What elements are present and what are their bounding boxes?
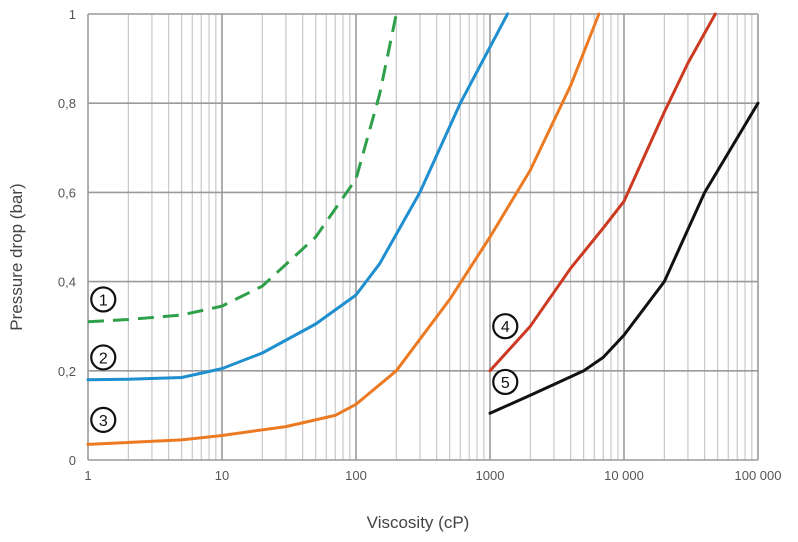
x-tick-label: 1 (84, 468, 91, 483)
series-line-3 (86, 12, 601, 446)
series-marker-circle (492, 368, 519, 396)
series-marker-circle (492, 313, 519, 340)
series-line-4 (488, 12, 717, 373)
x-tick-label: 1000 (476, 468, 505, 483)
y-tick-label: 0,8 (58, 96, 76, 111)
y-tick-label: 0 (69, 453, 76, 468)
series-marker-label: 4 (501, 319, 510, 336)
series-marker-label: 1 (99, 292, 108, 309)
series-marker-circle (90, 406, 117, 433)
series-line-2 (86, 12, 509, 382)
x-tick-label: 100 000 (735, 468, 782, 483)
y-tick-label: 0,4 (58, 275, 76, 290)
series-marker-circle (90, 344, 117, 371)
y-tick-label: 0,2 (58, 364, 76, 379)
y-tick-label: 1 (69, 7, 76, 22)
series-line-1 (87, 13, 398, 324)
tick-labels: 1 10 100 1000 10 000 100 000 0 0,2 0,4 0,6 0,8 1 (58, 7, 782, 483)
series-marker-label: 2 (99, 350, 108, 367)
series-lines (86, 12, 760, 446)
grid (87, 13, 759, 461)
y-tick-label: 0,6 (58, 185, 76, 200)
series-marker-label: 5 (501, 375, 510, 392)
x-axis-title: Viscosity (cP) (367, 513, 470, 532)
series-marker-circle (90, 286, 117, 313)
series-markers: 1 2 3 4 5 (90, 286, 519, 433)
x-tick-label: 10 000 (604, 468, 644, 483)
x-tick-label: 100 (345, 468, 367, 483)
x-tick-label: 10 (215, 468, 229, 483)
series-line-5 (488, 101, 760, 415)
series-marker-label: 3 (99, 413, 108, 430)
y-axis-title: Pressure drop (bar) (7, 183, 26, 330)
